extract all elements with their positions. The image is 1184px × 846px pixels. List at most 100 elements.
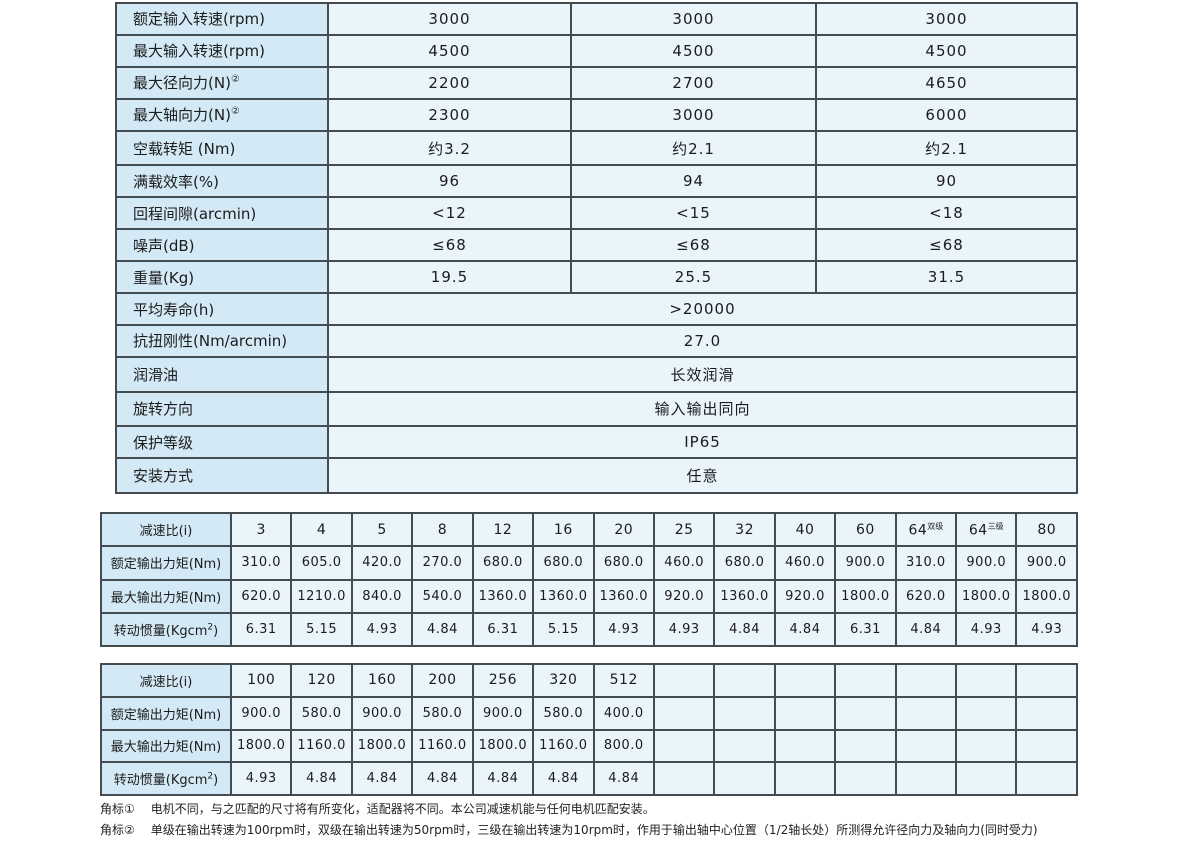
torque-cell: 460.0 [773,545,837,581]
ratio-data-row: 额定输出力矩(Nm) 900.0 580.0 900.0 580.0 900.0… [100,695,1078,731]
inertia-cell: 4.93 [652,611,716,648]
inertia-cell: 4.84 [713,611,776,648]
torque-cell: 900.0 [834,545,897,581]
torque-cell: 900.0 [229,695,293,731]
spec-row-label: 旋转方向 [115,390,329,428]
torque-cell-empty [955,728,1018,764]
torque-cell: 1210.0 [290,578,353,614]
inertia-cell: 4.93 [592,611,655,648]
spec-row: 满载效率(%) 96 94 90 [115,164,1078,199]
spec-row: 噪声(dB) ≤68 ≤68 ≤68 [115,228,1078,263]
spec-value-cell: 25.5 [570,260,817,295]
torque-cell-empty [1015,695,1078,731]
ratio-value: 8 [437,521,448,538]
torque-cell-empty [894,728,958,764]
inertia-cell: 4.93 [1015,611,1078,648]
ratio-cell-empty [773,663,837,698]
spec-label-text: 保护等级 [133,433,194,452]
torque-cell: 540.0 [411,578,474,614]
spec-label-text: 回程间隙(arcmin) [133,204,257,223]
torque-cell-empty [773,695,837,731]
ratio-data-row: 额定输出力矩(Nm) 310.0 605.0 420.0 270.0 680.0… [100,545,1078,581]
ratio-cell: 12 [471,511,535,548]
spec-row-label: 最大轴向力(N)② [115,97,329,132]
torque-cell: 1800.0 [955,578,1018,614]
spec-value-cell: ≤68 [327,228,572,263]
torque-cell-empty [894,695,958,731]
ratio-cell: 32 [713,511,776,548]
spec-row: 保护等级 IP65 [115,425,1078,460]
spec-value-cell: 31.5 [815,260,1078,295]
label-text: ) [213,623,219,639]
torque-cell: 1160.0 [411,728,474,764]
spec-row-label: 抗扭刚性(Nm/arcmin) [115,323,329,358]
torque-cell-empty [652,695,716,731]
inertia-cell: 5.15 [532,611,595,648]
ratio-value: 5 [377,521,387,538]
label-text: 转动惯量(Kgcm [113,773,208,789]
ratio-data-row: 最大输出力矩(Nm) 620.0 1210.0 840.0 540.0 1360… [100,578,1078,614]
spec-row: 抗扭刚性(Nm/arcmin) 27.0 [115,323,1078,358]
ratio-table-extended: 减速比(i) 100 120 160 200 256 320 512 额定输出力… [100,663,1078,796]
ratio-data-row: 最大输出力矩(Nm) 1800.0 1160.0 1800.0 1160.0 1… [100,728,1078,764]
spec-value-cell: 90 [815,164,1078,199]
ratio-cell: 200 [411,663,474,698]
spec-value-cell: <18 [815,196,1078,231]
spec-value-cell: 约3.2 [327,129,572,167]
spec-value-cell: <15 [570,196,817,231]
torque-cell-empty [834,695,897,731]
spec-table: 额定输入转速(rpm) 3000 3000 3000 最大输入转速(rpm) 4… [115,2,1078,494]
ratio-value: 4 [316,521,327,538]
inertia-cell: 4.84 [471,761,535,796]
spec-span-value-cell: IP65 [327,425,1078,460]
torque-cell: 460.0 [652,545,716,581]
ratio-value: 64 [968,522,988,539]
spec-value-cell: <12 [327,196,572,231]
spec-row-label: 满载效率(%) [115,164,329,199]
footnote-text: 单级在输出转速为100rpm时，双级在输出转速为50rpm时，三级在输出转速为1… [150,823,1038,837]
torque-cell: 1360.0 [592,578,655,614]
torque-cell: 1800.0 [471,728,535,764]
torque-cell-empty [713,728,776,764]
spec-label-text: 抗扭刚性(Nm/arcmin) [133,332,288,351]
superscript-2: 2 [207,771,214,782]
ratio-cell-empty [713,663,776,698]
inertia-cell-empty [773,761,837,796]
torque-cell: 680.0 [532,545,595,581]
spec-row: 最大轴向力(N)② 2300 3000 6000 [115,97,1078,132]
torque-cell: 1360.0 [471,578,535,614]
superscript-2: 2 [207,622,214,633]
torque-cell: 900.0 [350,695,414,731]
inertia-cell: 4.84 [592,761,655,796]
ratio-value: 12 [493,521,513,538]
torque-cell: 680.0 [471,545,535,581]
torque-cell: 310.0 [229,545,293,581]
torque-cell: 1360.0 [532,578,595,614]
ratio-cell: 120 [290,663,353,698]
torque-cell: 800.0 [592,728,655,764]
ratio-cell: 64三级 [955,511,1018,548]
ratio-value: 25 [674,521,694,538]
ratio-value: 64 [908,522,928,539]
spec-value-cell: 96 [327,164,572,199]
spec-label-text: 安装方式 [133,467,194,486]
spec-row-label: 最大径向力(N)② [115,65,329,100]
torque-cell: 900.0 [471,695,535,731]
torque-cell: 580.0 [411,695,474,731]
ratio-value: 16 [553,521,573,538]
spec-span-value-cell: >20000 [327,292,1078,326]
inertia-cell: 4.93 [955,611,1018,648]
inertia-cell: 4.84 [411,761,474,796]
ratio-data-row: 转动惯量(Kgcm2) 4.93 4.84 4.84 4.84 4.84 4.8… [100,761,1078,796]
ratio-header-row: 减速比(i) 3 4 5 8 12 16 20 25 32 40 60 64双级… [100,511,1078,548]
ratio-cell: 8 [411,511,474,548]
torque-cell: 920.0 [652,578,716,614]
ratio-header-row: 减速比(i) 100 120 160 200 256 320 512 [100,663,1078,698]
torque-cell: 310.0 [894,545,958,581]
footnote-text: 电机不同，与之匹配的尺寸将有所变化，适配器将不同。本公司减速机能与任何电机匹配安… [150,802,655,816]
ratio-cell: 4 [290,511,353,548]
torque-cell: 680.0 [592,545,655,581]
torque-cell-empty [834,728,897,764]
spec-value-cell: 约2.1 [570,129,817,167]
